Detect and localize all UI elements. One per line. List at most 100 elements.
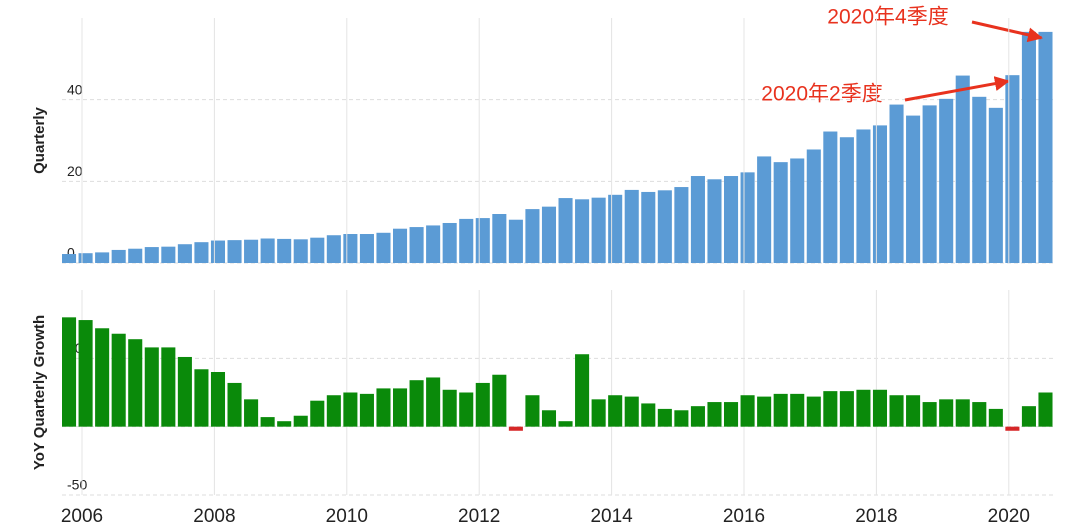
x-tick-label: 2020 [988, 506, 1030, 527]
bar [442, 222, 457, 263]
x-tick-label: 2016 [723, 506, 765, 527]
bar [790, 393, 805, 427]
bar [525, 209, 540, 263]
bar [558, 198, 573, 263]
annotation-arrow [904, 76, 1010, 102]
bar [277, 421, 292, 427]
bar [790, 158, 805, 263]
bar [161, 246, 176, 263]
bar [277, 238, 292, 263]
bar [260, 238, 275, 263]
bar [641, 191, 656, 263]
bar [393, 388, 408, 427]
bar [889, 104, 904, 263]
bar [1038, 392, 1053, 427]
bar [343, 392, 358, 427]
bar [608, 395, 623, 427]
bar [409, 227, 424, 263]
bar [972, 402, 987, 427]
bar [210, 372, 226, 427]
bar [492, 374, 507, 427]
bar [376, 232, 391, 263]
bar [575, 354, 590, 427]
x-tick-label: 2018 [855, 506, 897, 527]
bar [1005, 426, 1020, 431]
bar [459, 218, 474, 263]
bar [806, 149, 821, 263]
y-tick-label: 0 [67, 245, 75, 261]
bar [442, 389, 457, 427]
bar [426, 225, 441, 263]
bar [906, 115, 921, 263]
bar [492, 214, 507, 263]
bar [872, 125, 888, 264]
bar [359, 234, 374, 263]
bar [724, 176, 739, 263]
bar [359, 393, 374, 427]
bar [293, 239, 308, 263]
bar [558, 421, 573, 427]
bar [674, 410, 689, 427]
bar [591, 197, 606, 263]
bar [972, 96, 987, 263]
bar [508, 426, 523, 431]
bar [1038, 31, 1053, 264]
bar [773, 393, 788, 427]
bar [310, 237, 325, 263]
x-tick-label: 2010 [326, 506, 368, 527]
bar [144, 347, 159, 427]
bar [508, 219, 523, 263]
x-tick-label: 2006 [61, 506, 103, 527]
bar [757, 396, 772, 427]
bar [244, 399, 259, 427]
bar [227, 382, 242, 427]
bar [773, 162, 788, 263]
bar [690, 406, 705, 427]
bar [177, 244, 192, 263]
bar [227, 240, 242, 263]
bar [78, 253, 93, 263]
bar [757, 156, 772, 263]
y-tick-label: 20 [67, 163, 83, 179]
bar [1021, 31, 1036, 264]
bar [955, 399, 970, 427]
bar [525, 395, 540, 427]
annotation-arrow [971, 20, 1043, 43]
bar [326, 235, 341, 263]
y-tick-label: -50 [67, 477, 87, 493]
bar [194, 369, 209, 427]
bar [624, 189, 639, 263]
bar [823, 131, 838, 263]
bar [244, 239, 259, 263]
bar [177, 356, 192, 427]
bar [988, 408, 1003, 427]
y-tick-label: 40 [67, 81, 83, 97]
bar [906, 395, 921, 427]
bar [128, 248, 143, 263]
bar [459, 392, 474, 427]
bar [939, 399, 954, 427]
annotation: 2020年4季度 [827, 6, 948, 29]
bar [707, 179, 722, 263]
bar [740, 395, 755, 427]
bar [260, 417, 275, 427]
bar [839, 137, 854, 263]
bar [1005, 75, 1020, 264]
bar [707, 402, 722, 427]
bar [111, 249, 126, 263]
bar [939, 98, 954, 263]
x-tick-label: 2014 [590, 506, 633, 527]
bar [641, 403, 656, 427]
bar [541, 410, 557, 427]
bar [806, 396, 821, 427]
bar [823, 391, 838, 427]
bar [475, 218, 490, 263]
bar [111, 333, 126, 427]
bar [475, 382, 490, 427]
bar [62, 317, 77, 427]
bar [955, 75, 970, 263]
bar [326, 395, 341, 427]
bar [674, 187, 689, 263]
bar [144, 247, 159, 263]
